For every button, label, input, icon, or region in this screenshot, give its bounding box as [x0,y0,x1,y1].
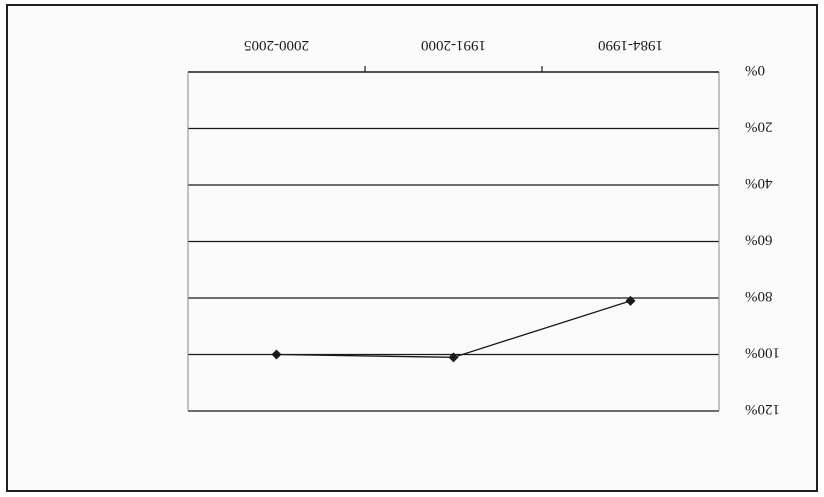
data-point-marker [625,295,636,306]
axes [187,66,720,411]
x-tick-label: 1984-1990 [598,37,663,53]
series [271,295,636,363]
y-tick-label: 20% [745,119,773,135]
y-tick-label: 80% [745,288,773,304]
y-tick-label: 40% [745,175,773,191]
y-tick-label: 0% [745,62,765,78]
data-point-marker [448,352,459,363]
data-point-marker [271,349,282,360]
gridlines [188,127,719,412]
labels: 0% 20% 40% 60% 80% 100% 120% 1984-1990 1991-2000… [244,37,780,417]
y-tick-label: 60% [745,232,773,248]
y-tick-label: 100% [745,345,780,361]
y-tick-label: 120% [745,401,780,417]
x-tick-label: 2000-2005 [244,37,309,53]
series-line [276,300,631,358]
x-tick-label: 1991-2000 [421,37,486,53]
